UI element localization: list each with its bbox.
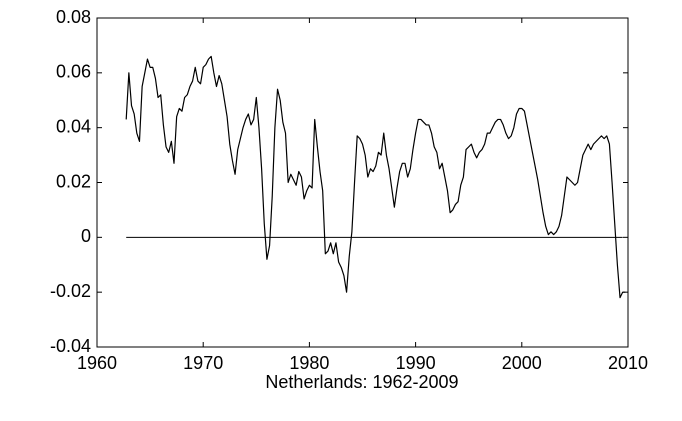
y-tick-label: 0.06 xyxy=(56,62,91,82)
data-line xyxy=(125,55,626,299)
x-tick-label: 2010 xyxy=(608,353,648,373)
x-tick-label: 1990 xyxy=(396,353,436,373)
y-tick-label: 0 xyxy=(81,226,91,246)
y-tick-label: -0.02 xyxy=(50,281,91,301)
x-tick-label: 2000 xyxy=(502,353,542,373)
y-tick-label: -0.04 xyxy=(50,336,91,356)
x-tick-label: 1980 xyxy=(289,353,329,373)
x-tick-label: 1970 xyxy=(183,353,223,373)
y-tick-label: 0.04 xyxy=(56,116,91,136)
x-tick-label: 1960 xyxy=(77,353,117,373)
y-tick-label: 0.02 xyxy=(56,171,91,191)
y-tick-label: 0.08 xyxy=(56,7,91,27)
plot-frame xyxy=(96,17,629,348)
x-axis-label: Netherlands: 1962-2009 xyxy=(265,372,458,392)
